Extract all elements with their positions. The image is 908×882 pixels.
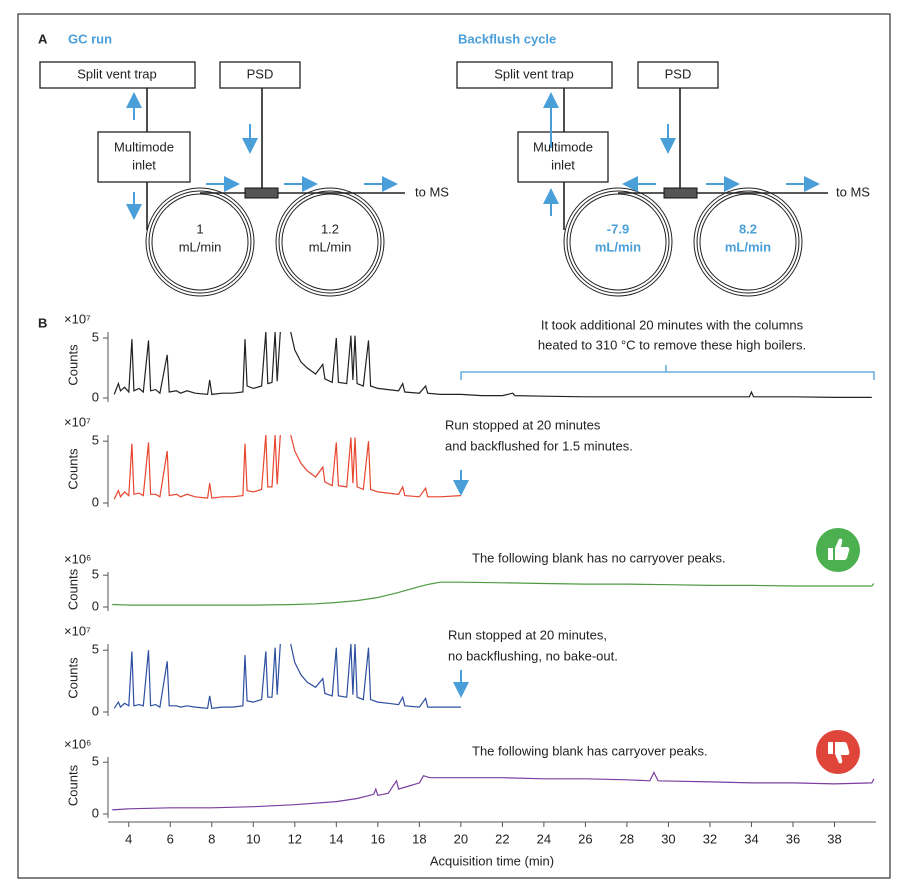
y-tick-label: 5	[92, 329, 99, 344]
panel-label: B	[38, 315, 47, 330]
flow-label: 8.2	[739, 221, 757, 236]
coil	[563, 187, 803, 297]
box-label: inlet	[551, 157, 575, 172]
bracket	[460, 365, 875, 380]
y-tick-label: 5	[92, 433, 99, 448]
thumbs-down-icon	[816, 730, 860, 774]
box	[97, 131, 191, 183]
y-multiplier: ×10⁶	[64, 736, 91, 751]
flow-label: -7.9	[607, 221, 629, 236]
box-label: Multimode	[533, 139, 593, 154]
connector	[663, 187, 698, 199]
y-tick-label: 0	[92, 805, 99, 820]
box-label: Multimode	[114, 139, 174, 154]
x-tick-label: 32	[703, 831, 717, 846]
outlet-label: to MS	[415, 184, 449, 199]
flow-label: 1.2	[321, 221, 339, 236]
x-tick-label: 10	[246, 831, 260, 846]
annotation: heated to 310 °C to remove these high bo…	[538, 337, 806, 352]
flow-label: mL/min	[595, 239, 641, 254]
y-axis-label: Counts	[65, 764, 80, 806]
x-tick-label: 6	[167, 831, 174, 846]
x-tick-label: 4	[125, 831, 132, 846]
y-multiplier: ×10⁷	[64, 311, 91, 326]
y-axis-label: Counts	[65, 568, 80, 610]
box-label: inlet	[132, 157, 156, 172]
trace	[113, 331, 872, 398]
x-tick-label: 34	[744, 831, 758, 846]
figure-border	[17, 13, 891, 879]
annotation: The following blank has no carryover pea…	[472, 550, 726, 565]
box-label: PSD	[665, 66, 692, 81]
panel-label: A	[38, 31, 48, 46]
x-tick-label: 36	[786, 831, 800, 846]
panel-a-backflush: Backflush cycle Split vent trap PSD Mult…	[456, 31, 870, 297]
flow-label: 1	[196, 221, 203, 236]
annotation: Run stopped at 20 minutes	[445, 417, 601, 432]
x-tick-label: 26	[578, 831, 592, 846]
y-axis-label: Counts	[65, 448, 80, 490]
box-label: Split vent trap	[77, 66, 157, 81]
box	[219, 61, 301, 89]
flow-label: mL/min	[179, 239, 222, 254]
annotation: no backflushing, no bake-out.	[448, 648, 618, 663]
outlet-label: to MS	[836, 184, 870, 199]
x-tick-label: 20	[454, 831, 468, 846]
trace	[113, 643, 461, 709]
trace	[113, 434, 461, 500]
x-tick-label: 8	[208, 831, 215, 846]
box	[456, 61, 613, 89]
x-tick-label: 16	[371, 831, 385, 846]
y-tick-label: 5	[92, 567, 99, 582]
y-multiplier: ×10⁶	[64, 551, 91, 566]
y-tick-label: 0	[92, 703, 99, 718]
y-tick-label: 5	[92, 754, 99, 769]
diagram-title: Backflush cycle	[458, 31, 556, 46]
panel-a-gc-run: A GC run Split vent trap PSD Multimode i…	[38, 31, 449, 297]
x-tick-label: 12	[288, 831, 302, 846]
connector	[244, 187, 279, 199]
box	[637, 61, 719, 89]
flow-label: mL/min	[309, 239, 352, 254]
annotation: Run stopped at 20 minutes,	[448, 627, 607, 642]
x-tick-label: 38	[827, 831, 841, 846]
trace	[112, 771, 875, 811]
flow-label: mL/min	[725, 239, 771, 254]
x-axis-label: Acquisition time (min)	[430, 853, 554, 868]
x-tick-label: 22	[495, 831, 509, 846]
box-label: Split vent trap	[494, 66, 574, 81]
x-tick-label: 24	[537, 831, 551, 846]
annotation: It took additional 20 minutes with the c…	[541, 317, 804, 332]
coil	[145, 187, 385, 297]
box-label: PSD	[247, 66, 274, 81]
annotation: and backflushed for 1.5 minutes.	[445, 438, 633, 453]
box	[39, 61, 196, 89]
x-tick-label: 18	[412, 831, 426, 846]
x-tick-label: 30	[661, 831, 675, 846]
y-tick-label: 0	[92, 494, 99, 509]
thumbs-up-icon	[816, 528, 860, 572]
y-tick-label: 5	[92, 642, 99, 657]
y-axis-label: Counts	[65, 657, 80, 699]
diagram-title: GC run	[68, 31, 112, 46]
y-tick-label: 0	[92, 389, 99, 404]
y-tick-label: 0	[92, 598, 99, 613]
box	[517, 131, 609, 183]
annotation: The following blank has carryover peaks.	[472, 743, 708, 758]
y-multiplier: ×10⁷	[64, 623, 91, 638]
trace	[112, 581, 875, 606]
x-tick-label: 28	[620, 831, 634, 846]
x-tick-label: 14	[329, 831, 343, 846]
y-axis-label: Counts	[65, 344, 80, 386]
y-multiplier: ×10⁷	[64, 414, 91, 429]
